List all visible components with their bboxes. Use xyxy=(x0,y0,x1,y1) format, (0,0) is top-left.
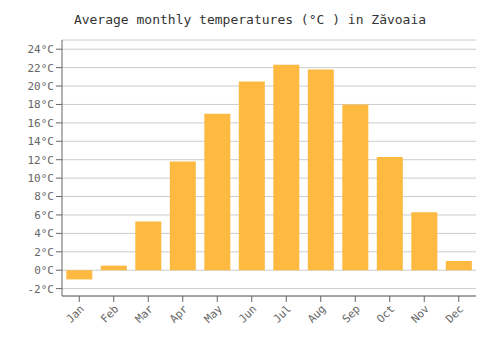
svg-text:-2°C: -2°C xyxy=(28,283,55,296)
svg-text:Nov: Nov xyxy=(409,302,433,326)
svg-text:Aug: Aug xyxy=(305,302,328,325)
html-text:Average monthly temperatures (: Average monthly temperatures (°C ) in Ză… xyxy=(73,12,427,27)
svg-text:18°C: 18°C xyxy=(28,98,55,111)
svg-text:4°C: 4°C xyxy=(34,227,54,240)
svg-text:16°C: 16°C xyxy=(28,117,55,130)
svg-text:8°C: 8°C xyxy=(34,190,54,203)
svg-text:Oct: Oct xyxy=(374,302,397,325)
svg-text:6°C: 6°C xyxy=(34,209,54,222)
svg-text:Mar: Mar xyxy=(133,302,157,326)
svg-text:22°C: 22°C xyxy=(28,62,55,75)
svg-text:20°C: 20°C xyxy=(28,80,55,93)
svg-text:Jan: Jan xyxy=(64,302,87,325)
svg-text:Dec: Dec xyxy=(443,302,466,325)
svg-text:0°C: 0°C xyxy=(34,264,54,277)
svg-text:Apr: Apr xyxy=(167,302,191,326)
svg-text:2°C: 2°C xyxy=(34,246,54,259)
svg-text:Jun: Jun xyxy=(236,302,259,325)
svg-text:Jul: Jul xyxy=(271,302,294,325)
svg-text:10°C: 10°C xyxy=(28,172,55,185)
svg-text:Sep: Sep xyxy=(340,302,363,325)
svg-text:24°C: 24°C xyxy=(28,43,55,56)
svg-text:14°C: 14°C xyxy=(28,135,55,148)
svg-text:Feb: Feb xyxy=(98,302,121,325)
svg-text:12°C: 12°C xyxy=(28,154,55,167)
svg-text:May: May xyxy=(202,302,226,326)
